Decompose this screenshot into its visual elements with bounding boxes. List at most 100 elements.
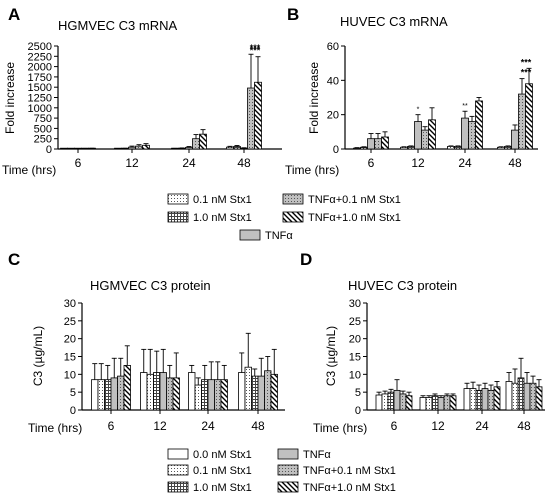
panel-a-bar-l01-t48 [226, 146, 234, 150]
panel-d-ytick-label: 0 [355, 405, 361, 417]
panel-d-bar-t10-t48 [535, 386, 543, 411]
panel-b-bar-t01-t12 [421, 129, 429, 150]
legend-cd-l01-swatch [167, 464, 189, 476]
legend-ab-l01-swatch [167, 193, 189, 205]
panel-c-ytick-label: 25 [64, 316, 76, 328]
panel-b-bar-l01-t48 [497, 146, 505, 150]
panel-c-ytick-label: 30 [64, 298, 76, 310]
panel-d-bar-tnf-t6 [393, 389, 401, 411]
panel-c-ytick-label: 10 [64, 369, 76, 381]
legend-cd-t10-swatch [277, 481, 299, 493]
panel-d-bar-l01-t24 [469, 388, 477, 411]
legend-ab-t01-swatch [282, 193, 304, 205]
panel-b-bar-tnf-t24 [461, 117, 469, 150]
panel-b-xtick-label: 24 [458, 156, 472, 170]
panel-c-bar-t01-t24 [214, 379, 222, 411]
panel-c-bar-tnf-t48 [257, 375, 265, 411]
panel-a-bar-t01-t12 [135, 145, 143, 150]
panel-c-bar-l00-t24 [188, 372, 196, 411]
legend-ab-t10-label: TNFα+1.0 nM Stx1 [308, 212, 401, 224]
panel-d-bar-t01-t6 [399, 393, 407, 411]
panel-b-ytick-label: 0 [333, 144, 339, 156]
panel-a-xtick-label: 12 [125, 156, 139, 170]
panel-c-ylabel: C3 (µg/mL) [31, 326, 45, 386]
panel-c-bar-tnf-t24 [207, 379, 215, 411]
panel-b-bar-l01-t24 [447, 146, 455, 150]
legend-cd-l00-swatch [167, 448, 189, 460]
panel-c-bar-l10-t48 [251, 375, 259, 411]
panel-b-bar-tnf-t6 [367, 138, 375, 150]
panel-c-bar-l01-t6 [97, 379, 105, 411]
panel-b-bar-l01-t12 [400, 146, 408, 150]
panel-a-title: HGMVEC C3 mRNA [58, 18, 178, 33]
panel-d-ytick-label: 15 [349, 352, 361, 364]
panel-d-bar-l10-t48 [517, 377, 525, 411]
panel-a-ytick-label: 0 [46, 144, 52, 156]
panel-c-bar-tnf-t6 [110, 377, 118, 411]
panel-b-bar-t10-t48 [525, 83, 533, 150]
panel-c-bar-t10-t6 [123, 365, 131, 411]
panel-a-bar-t10-t48 [254, 81, 262, 150]
panel-a-bar-tnf-t12 [128, 146, 136, 150]
panel-c-bar-t01-t48 [264, 370, 272, 411]
panel-d-ytick-label: 30 [349, 298, 361, 310]
legend-cd-l10-label: 1.0 nM Stx1 [193, 482, 252, 494]
panel-d-bar-t10-t6 [405, 395, 413, 411]
panel-label-b: B [287, 5, 299, 24]
legend-cd-tnf-label: TNFα [303, 449, 331, 461]
panel-a-bar-l10-t48 [233, 146, 241, 150]
panel-c-title: HGMVEC C3 protein [90, 278, 211, 293]
legend-ab-t01-label: TNFα+0.1 nM Stx1 [308, 194, 401, 206]
panel-c-ytick-label: 15 [64, 352, 76, 364]
panel-a-ytick-label: 2000 [28, 62, 52, 74]
panel-b-bar-tnf-t12 [414, 121, 422, 150]
panel-a-ytick-label: 1250 [28, 93, 52, 105]
panel-d-bar-t01-t24 [487, 389, 495, 411]
panel-b-bar-t01-t24 [468, 121, 476, 150]
panel-d-bar-l10-t6 [387, 391, 395, 411]
panel-d-bar-l00-t12 [419, 397, 427, 411]
legend-ab-t10-swatch [282, 211, 304, 223]
legend-ab-tnf-swatch [239, 229, 261, 241]
panel-a-ytick-label: 250 [34, 134, 52, 146]
panel-a-xtick-label: 24 [182, 156, 196, 170]
panel-a-significance-mark: *** [250, 46, 261, 56]
legend-cd-l00-label: 0.0 nM Stx1 [193, 449, 252, 461]
panel-d-bar-tnf-t12 [437, 397, 445, 411]
panel-b-xtick-label: 12 [411, 156, 425, 170]
panel-b-bar-t01-t48 [518, 93, 526, 150]
panel-a-ytick-label: 2250 [28, 51, 52, 63]
panel-b-bar-t10-t24 [475, 100, 483, 150]
panel-c-ytick-label: 20 [64, 334, 76, 346]
panel-b-significance-mark: *** [521, 57, 532, 67]
panel-label-a: A [8, 5, 20, 24]
panel-d-bar-l00-t24 [463, 388, 471, 411]
panel-b-bar-t01-t6 [374, 138, 382, 150]
panel-b-significance-mark: *** [521, 68, 532, 78]
panel-d-bar-t10-t24 [493, 386, 501, 411]
panel-d-xtick-label: 12 [431, 419, 445, 433]
panel-c-bar-l10-t6 [104, 379, 112, 411]
panel-b-bar-tnf-t48 [511, 129, 519, 150]
panel-label-d: D [300, 250, 312, 269]
panel-c-xtick-label: 48 [251, 419, 265, 433]
panel-d-bar-l01-t48 [511, 382, 519, 411]
panel-a-ytick-label: 1500 [28, 82, 52, 94]
panel-a-bar-tnf-t48 [240, 147, 248, 150]
panel-c-bar-t01-t6 [117, 375, 125, 411]
panel-label-c: C [8, 250, 20, 269]
panel-d-bar-l10-t24 [475, 389, 483, 411]
panel-a-ytick-label: 1750 [28, 72, 52, 84]
panel-d-bar-tnf-t24 [481, 388, 489, 411]
panel-b-xlabel: Time (hrs) [285, 163, 339, 177]
panel-c-bar-t01-t12 [166, 377, 174, 411]
panel-d-ytick-label: 5 [355, 387, 361, 399]
panel-d-bar-t01-t12 [443, 395, 451, 411]
panel-b-title: HUVEC C3 mRNA [340, 14, 448, 29]
panel-d-ytick-label: 20 [349, 334, 361, 346]
legend-ab-l01-label: 0.1 nM Stx1 [193, 194, 252, 206]
legend-cd-t10-label: TNFα+1.0 nM Stx1 [303, 482, 396, 494]
panel-d-xtick-label: 24 [475, 419, 489, 433]
legend-ab-l10-label: 1.0 nM Stx1 [193, 212, 252, 224]
panel-c-xtick-label: 12 [153, 419, 167, 433]
